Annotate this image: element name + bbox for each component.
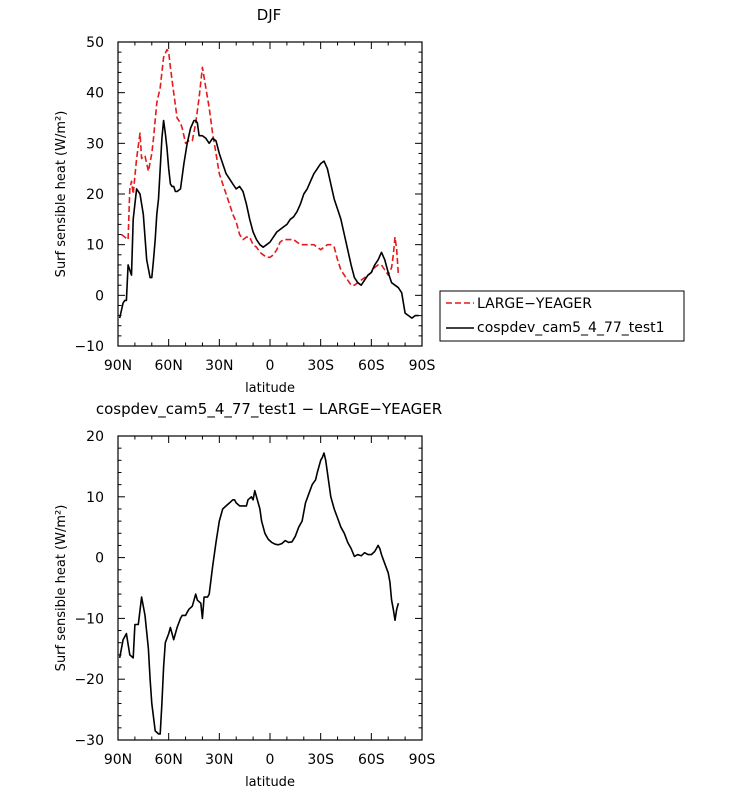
top-y-tick-label: 40 bbox=[86, 86, 104, 102]
bottom-y-tick-label: 10 bbox=[86, 490, 104, 506]
top-chart-title: DJF bbox=[257, 6, 282, 24]
bottom-y-tick-label: −20 bbox=[74, 672, 104, 688]
bottom-x-tick-label: 90N bbox=[104, 752, 132, 768]
top-y-axis: −10 0 10 20 30 40 50 bbox=[74, 35, 422, 355]
bottom-x-axis: 90N 60N 30N 0 30S 60S 90S bbox=[104, 436, 436, 768]
legend-label-cospdev: cospdev_cam5_4_77_test1 bbox=[477, 320, 665, 336]
top-x-axis-label: latitude bbox=[245, 381, 295, 396]
top-series-line-0 bbox=[120, 48, 400, 286]
top-y-tick-label: 10 bbox=[86, 238, 104, 254]
top-panel: DJF −10 0 10 20 30 40 50 90N 60N 30N 0 30S 60S 90S l… bbox=[54, 6, 685, 396]
top-x-tick-label: 90N bbox=[104, 358, 132, 374]
top-x-axis: 90N 60N 30N 0 30S 60S 90S bbox=[104, 42, 436, 374]
top-series-line-1 bbox=[118, 119, 419, 319]
bottom-panel: cospdev_cam5_4_77_test1 − LARGE−YEAGER −… bbox=[54, 400, 442, 790]
bottom-y-tick-label: 20 bbox=[86, 429, 104, 445]
top-x-tick-label: 30S bbox=[307, 358, 334, 374]
bottom-x-tick-label: 60N bbox=[155, 752, 183, 768]
top-y-tick-label: 30 bbox=[86, 136, 104, 152]
top-x-tick-label: 30N bbox=[205, 358, 233, 374]
legend-box bbox=[439, 290, 685, 342]
bottom-y-tick-label: −10 bbox=[74, 611, 104, 627]
bottom-y-tick-label: −30 bbox=[74, 733, 104, 749]
bottom-plot-frame bbox=[117, 435, 423, 741]
top-y-tick-label: 20 bbox=[86, 187, 104, 203]
bottom-x-tick-label: 60S bbox=[358, 752, 385, 768]
top-y-tick-label: −10 bbox=[74, 339, 104, 355]
bottom-x-tick-label: 30S bbox=[307, 752, 334, 768]
legend-label-large-yeager: LARGE−YEAGER bbox=[477, 296, 592, 312]
top-plot-frame bbox=[117, 41, 423, 347]
top-y-tick-label: 0 bbox=[95, 288, 104, 304]
bottom-chart-title: cospdev_cam5_4_77_test1 − LARGE−YEAGER bbox=[96, 400, 442, 419]
top-x-tick-label: 60S bbox=[358, 358, 385, 374]
bottom-series-lines bbox=[118, 452, 400, 735]
bottom-y-axis-label: Surf sensible heat (W/m²) bbox=[54, 505, 69, 672]
top-series-lines bbox=[118, 48, 419, 319]
bottom-x-tick-label: 0 bbox=[266, 752, 275, 768]
top-x-tick-label: 0 bbox=[266, 358, 275, 374]
bottom-x-tick-label: 90S bbox=[409, 752, 436, 768]
legend: LARGE−YEAGER cospdev_cam5_4_77_test1 bbox=[439, 290, 685, 342]
bottom-x-axis-label: latitude bbox=[245, 775, 295, 790]
top-x-tick-label: 90S bbox=[409, 358, 436, 374]
top-y-tick-label: 50 bbox=[86, 35, 104, 51]
bottom-x-tick-label: 30N bbox=[205, 752, 233, 768]
top-x-tick-label: 60N bbox=[155, 358, 183, 374]
top-y-axis-label: Surf sensible heat (W/m²) bbox=[54, 111, 69, 278]
bottom-y-tick-label: 0 bbox=[95, 551, 104, 567]
bottom-series-line-0 bbox=[118, 452, 400, 735]
bottom-y-axis: −30 −20 −10 0 10 20 bbox=[74, 429, 422, 749]
